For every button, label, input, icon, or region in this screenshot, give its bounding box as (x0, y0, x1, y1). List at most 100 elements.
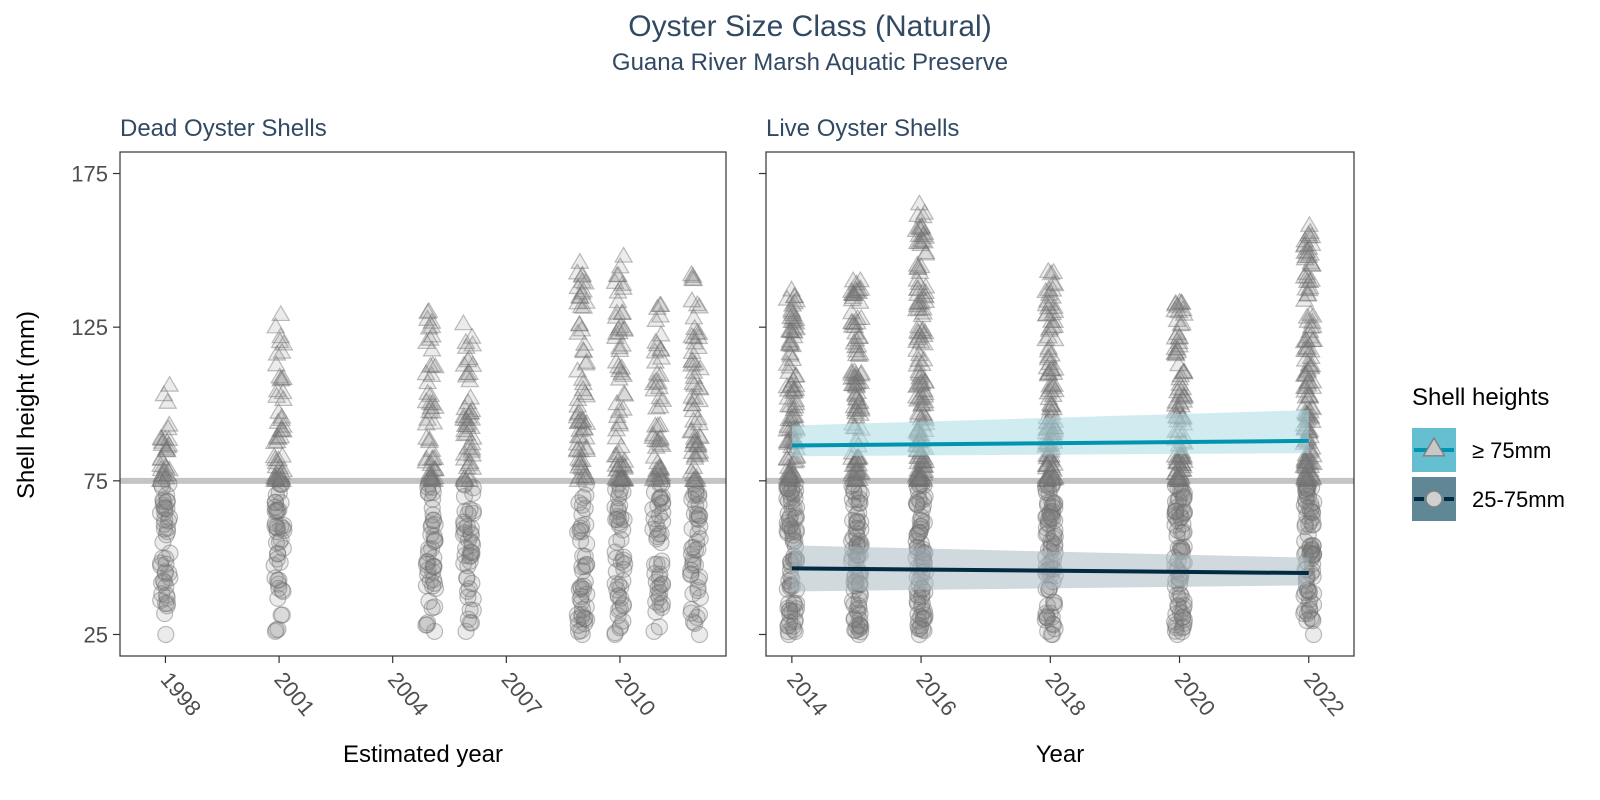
data-point (1042, 377, 1062, 395)
data-point (1038, 496, 1057, 515)
data-point (573, 379, 593, 397)
data-point (272, 407, 292, 424)
data-point (845, 374, 865, 391)
data-point (417, 577, 436, 595)
data-point (1040, 394, 1061, 411)
data-point (1172, 509, 1190, 527)
data-point (1300, 515, 1318, 533)
data-point (1174, 490, 1192, 508)
data-point (266, 386, 287, 403)
data-point (422, 469, 442, 486)
data-point (1171, 396, 1191, 413)
data-point (418, 302, 438, 320)
data-point (454, 526, 473, 544)
data-point (571, 440, 591, 458)
data-point (1298, 360, 1318, 377)
data-point (911, 372, 931, 390)
data-point (459, 363, 479, 380)
data-point (1301, 397, 1321, 414)
data-point (1174, 599, 1192, 618)
data-point (1294, 331, 1314, 349)
data-point (1171, 460, 1191, 478)
data-point (1042, 374, 1062, 391)
data-point (1168, 451, 1188, 469)
data-point (418, 566, 437, 584)
data-point (1169, 480, 1187, 498)
data-point (1304, 537, 1322, 555)
data-point (909, 524, 927, 542)
data-point (156, 511, 174, 529)
data-point (569, 314, 590, 332)
data-point (842, 284, 862, 301)
data-point (1046, 527, 1064, 546)
data-point (609, 412, 629, 430)
data-point (457, 457, 477, 475)
data-point (577, 413, 597, 430)
data-point (785, 286, 805, 304)
data-point (847, 524, 865, 543)
data-point (1171, 505, 1189, 523)
data-point (780, 594, 798, 613)
data-point (1303, 540, 1321, 559)
data-point (1303, 469, 1323, 486)
data-point (1295, 350, 1315, 367)
x-axis-label: Estimated year (343, 741, 503, 768)
data-point (908, 375, 928, 392)
data-point (911, 470, 931, 487)
data-point (689, 540, 707, 559)
data-point (151, 449, 171, 466)
data-point (1301, 347, 1321, 364)
data-point (1173, 363, 1194, 380)
data-point (265, 556, 283, 575)
data-point (1294, 267, 1314, 284)
data-point (159, 429, 179, 446)
data-point (1165, 300, 1185, 318)
data-point (914, 603, 932, 621)
data-point (907, 270, 927, 287)
data-point (272, 342, 292, 359)
data-point (1041, 263, 1061, 281)
data-point (847, 368, 867, 385)
data-point (271, 304, 291, 322)
data-point (1036, 455, 1056, 472)
data-point (1167, 502, 1185, 521)
data-point (458, 438, 478, 455)
data-point (648, 416, 668, 433)
data-point (269, 402, 289, 419)
data-point (158, 597, 176, 615)
data-point (424, 506, 442, 524)
data-point (455, 554, 473, 572)
data-point (844, 511, 862, 530)
data-point (1295, 235, 1315, 252)
data-point (573, 625, 591, 644)
data-point (908, 293, 928, 310)
data-point (780, 321, 801, 338)
data-point (156, 503, 174, 521)
data-point (851, 308, 871, 326)
data-point (648, 431, 668, 448)
data-point (911, 619, 929, 638)
data-point (1043, 273, 1064, 290)
data-point (785, 499, 803, 517)
data-point (568, 293, 588, 310)
data-point (1045, 468, 1065, 486)
data-point (459, 407, 479, 424)
data-point (781, 321, 801, 339)
data-point (850, 344, 870, 361)
data-point (459, 454, 479, 472)
data-point (462, 543, 480, 562)
point-group (416, 301, 445, 488)
data-point (1045, 274, 1065, 292)
data-point (847, 312, 867, 330)
data-point (909, 595, 927, 613)
data-point (425, 532, 444, 551)
data-point (273, 368, 294, 386)
data-point (611, 599, 629, 617)
data-point (780, 448, 801, 465)
data-point (780, 465, 800, 483)
data-point (1299, 526, 1317, 544)
data-point (1037, 519, 1056, 537)
data-point (779, 524, 797, 542)
data-point (425, 459, 445, 477)
data-point (907, 340, 927, 357)
